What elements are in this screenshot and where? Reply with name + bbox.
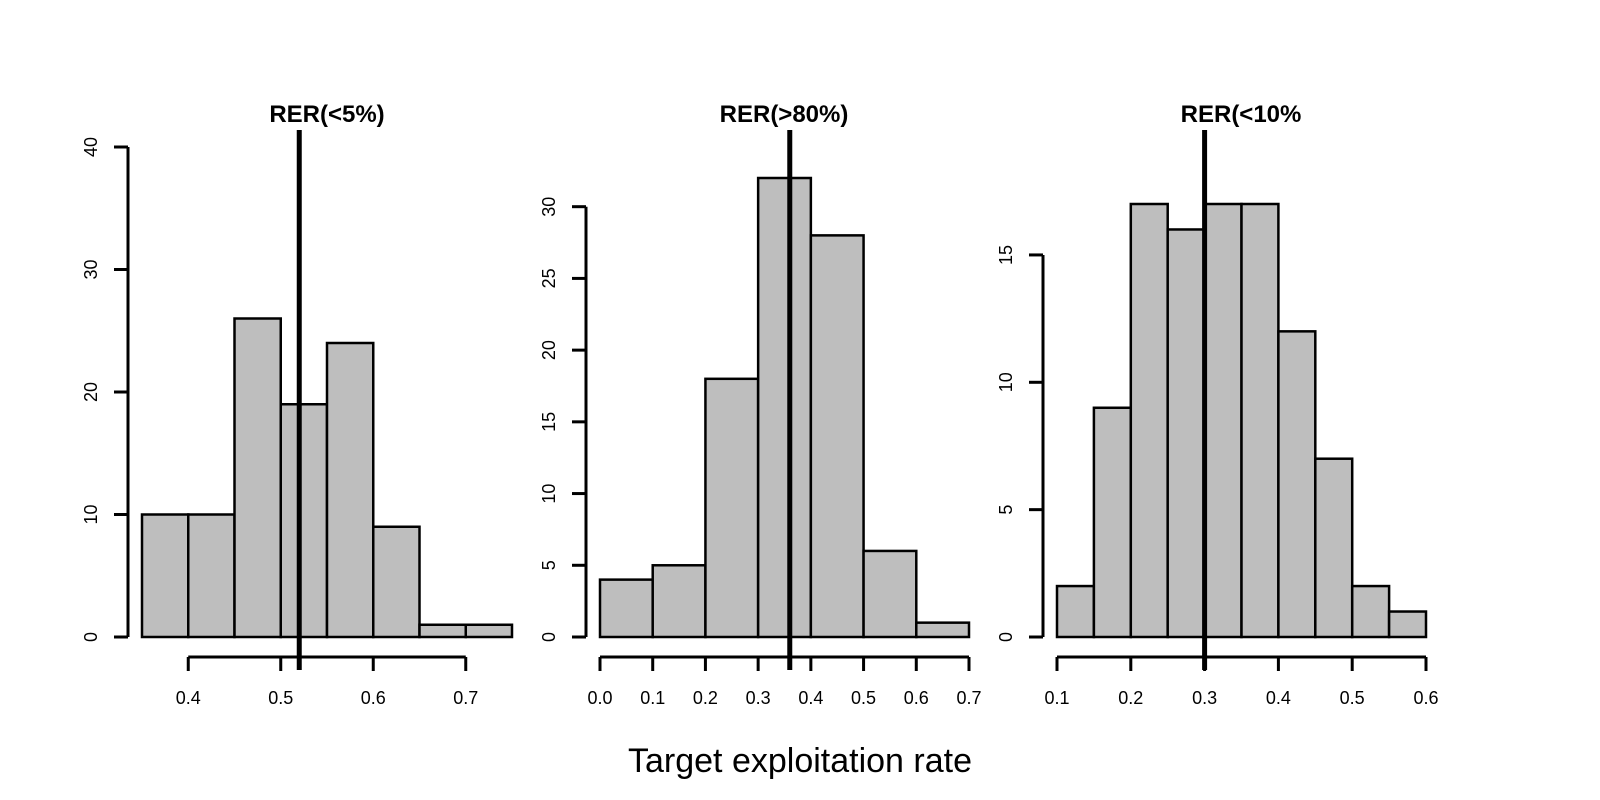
y-tick-label: 10 [996, 372, 1016, 392]
x-tick-label: 0.4 [798, 688, 823, 708]
histogram-bar [1055, 584, 1096, 639]
y-tick-label: 20 [539, 340, 559, 360]
x-axis-label: Target exploitation rate [628, 742, 972, 780]
histogram-bar [1277, 330, 1317, 639]
x-tick-label: 0.5 [268, 688, 293, 708]
y-tick-label: 30 [81, 259, 101, 279]
y-tick-label: 30 [539, 197, 559, 217]
x-tick-label: 0.0 [587, 688, 612, 708]
x-tick-label: 0.4 [176, 688, 201, 708]
y-tick-label: 40 [81, 137, 101, 157]
histogram-bar [140, 513, 190, 639]
panel-title: RER(<10% [1181, 101, 1302, 128]
x-tick-label: 0.4 [1266, 688, 1291, 708]
histogram-bar [651, 564, 707, 639]
y-tick-label: 10 [539, 484, 559, 504]
panel-title: RER(>80%) [720, 101, 849, 128]
histogram-bar [809, 234, 865, 639]
histogram-bar [598, 578, 654, 639]
x-tick-label: 0.5 [851, 688, 876, 708]
histogram-bar [279, 403, 329, 639]
panel-rer-under-5: 0 10 20 30 40 0.4 0.5 0.6 0.7 RER(<5%) [81, 101, 514, 708]
x-tick-label: 0.6 [361, 688, 386, 708]
panel-rer-under-10: 0 5 10 15 0.1 0.2 0.3 0.4 0.5 0.6 RER(<10% [996, 101, 1439, 708]
x-tick-label: 0.7 [453, 688, 478, 708]
x-tick-label: 0.1 [1044, 688, 1069, 708]
histogram-bar [756, 176, 813, 639]
histogram-bar [862, 549, 918, 639]
histogram-bar [1092, 406, 1133, 639]
histogram-bar [704, 377, 760, 639]
y-tick-label: 0 [539, 632, 559, 642]
x-tick-label: 0.3 [1192, 688, 1217, 708]
y-tick-label: 0 [81, 632, 101, 642]
y-tick-label: 25 [539, 268, 559, 288]
x-tick-label: 0.7 [956, 688, 981, 708]
x-tick-label: 0.6 [904, 688, 929, 708]
histogram-bar [1314, 457, 1354, 639]
histogram-bar [1203, 202, 1243, 639]
histogram-bar [233, 317, 282, 639]
x-tick-label: 0.6 [1413, 688, 1438, 708]
y-tick-label: 20 [81, 382, 101, 402]
x-tick-label: 0.2 [693, 688, 718, 708]
y-tick-label: 15 [996, 245, 1016, 265]
x-tick-label: 0.5 [1340, 688, 1365, 708]
histogram-bar [325, 341, 375, 639]
histogram-bar [915, 621, 971, 639]
x-tick-label: 0.1 [640, 688, 665, 708]
y-tick-label: 5 [996, 505, 1016, 515]
histogram-bar [464, 623, 514, 639]
x-tick-label: 0.2 [1118, 688, 1143, 708]
y-tick-label: 15 [539, 412, 559, 432]
histogram-bar [1350, 584, 1391, 639]
panel-title: RER(<5%) [269, 101, 384, 128]
y-tick-label: 10 [81, 504, 101, 524]
x-tick-label: 0.3 [746, 688, 771, 708]
histogram-bar [1240, 202, 1280, 639]
y-tick-label: 5 [539, 560, 559, 570]
histogram-bar [1129, 202, 1169, 639]
histogram-bar [372, 525, 421, 639]
histogram-bar [418, 623, 467, 639]
panel-rer-over-80: 0 5 10 15 20 25 30 0.0 0.1 0.2 0.3 0.4 0.5 0.6 0.7 RER(… [539, 101, 982, 708]
histogram-bar [1166, 228, 1206, 639]
y-tick-label: 0 [996, 632, 1016, 642]
histogram-bar [187, 513, 236, 639]
histogram-bar [1387, 610, 1428, 639]
